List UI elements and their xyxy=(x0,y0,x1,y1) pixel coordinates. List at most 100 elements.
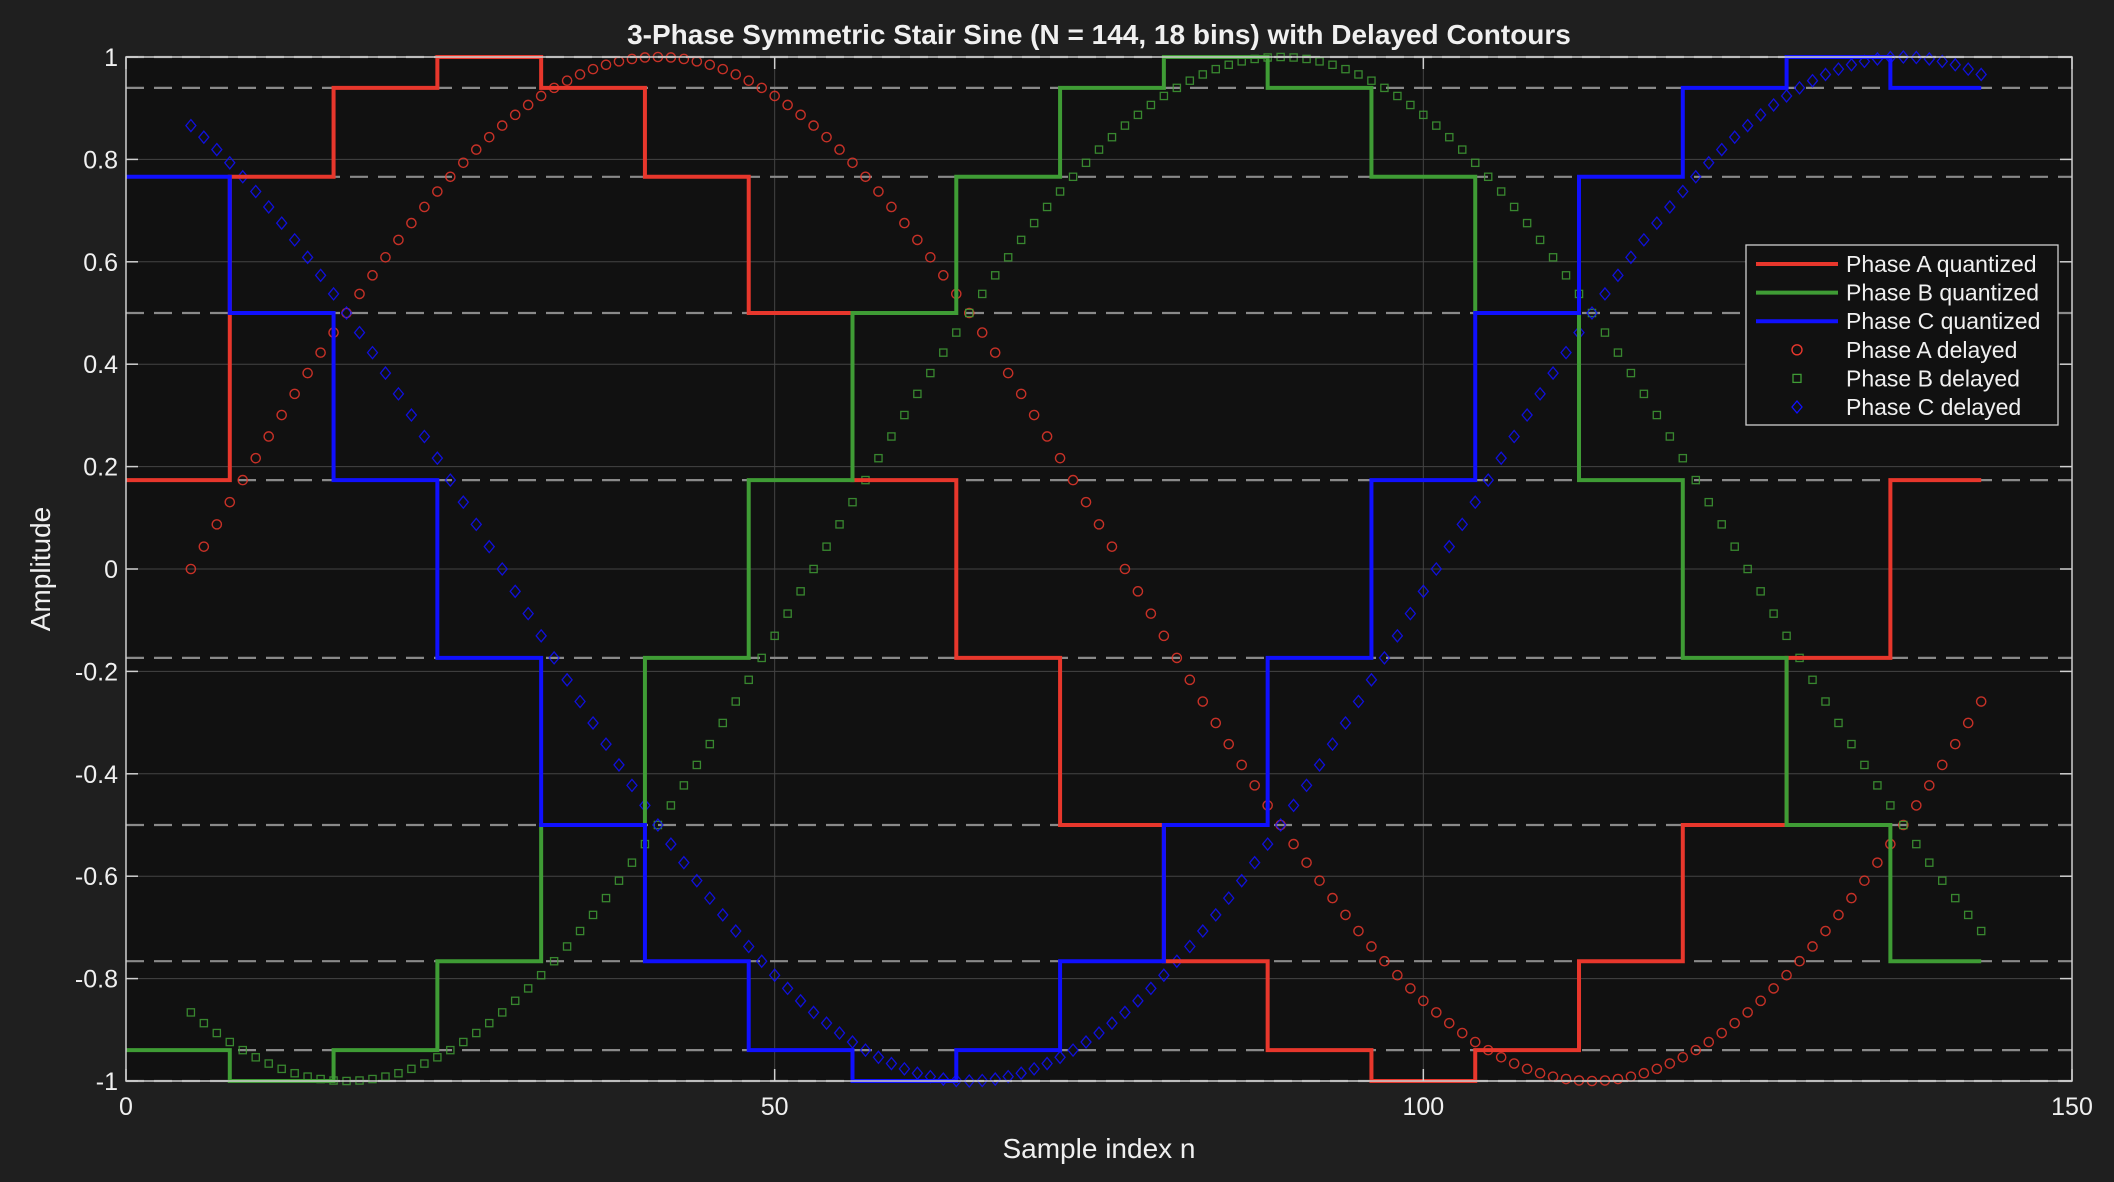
data-point xyxy=(704,59,716,71)
data-point xyxy=(1406,100,1415,110)
data-point xyxy=(250,452,262,464)
data-point xyxy=(1054,452,1066,464)
data-point xyxy=(913,389,922,399)
data-point xyxy=(302,367,313,379)
data-point xyxy=(1834,718,1843,728)
data-point xyxy=(1483,172,1493,182)
data-point xyxy=(1222,891,1235,906)
data-point xyxy=(1651,216,1663,231)
data-point xyxy=(1612,1073,1624,1085)
legend-box xyxy=(1745,244,2059,426)
y-tick-label: 0.2 xyxy=(83,454,118,482)
data-point xyxy=(561,672,573,687)
data-point xyxy=(1443,1017,1455,1029)
data-point xyxy=(497,1008,507,1017)
data-point xyxy=(783,609,792,618)
data-point xyxy=(459,1037,468,1047)
data-point xyxy=(690,873,703,888)
data-point xyxy=(835,520,844,529)
data-point xyxy=(794,993,807,1008)
data-point xyxy=(1445,132,1454,142)
data-point xyxy=(744,675,753,685)
data-point xyxy=(1081,158,1091,168)
data-point xyxy=(1224,60,1233,70)
data-point xyxy=(366,345,379,360)
x-tick-label: 0 xyxy=(119,1093,133,1121)
data-point xyxy=(925,252,936,263)
y-tick-label: -0.2 xyxy=(75,658,118,686)
data-point xyxy=(1120,121,1130,130)
data-point xyxy=(1899,820,1908,830)
data-point xyxy=(1912,839,1921,849)
data-point xyxy=(716,907,729,922)
data-point xyxy=(289,388,300,400)
data-point xyxy=(212,1028,222,1038)
data-point xyxy=(407,1064,416,1074)
data-point xyxy=(1535,235,1545,245)
data-point xyxy=(1391,628,1404,643)
data-point xyxy=(1845,57,1858,72)
data-point xyxy=(472,1028,481,1038)
data-point xyxy=(1975,696,1987,707)
data-point xyxy=(1704,497,1713,507)
data-point xyxy=(1496,187,1506,196)
data-point xyxy=(1936,54,1949,69)
data-point xyxy=(548,650,560,665)
data-point xyxy=(1911,800,1922,811)
data-point xyxy=(912,234,923,246)
data-point xyxy=(666,801,676,810)
data-point xyxy=(1158,968,1170,983)
data-point xyxy=(198,541,210,552)
data-point xyxy=(1846,892,1857,904)
data-point xyxy=(846,1035,859,1050)
data-point xyxy=(340,305,353,321)
data-point xyxy=(1677,1052,1689,1063)
data-point xyxy=(405,408,418,423)
data-point xyxy=(1041,431,1053,442)
data-point xyxy=(626,53,638,65)
data-point xyxy=(768,968,781,983)
data-point xyxy=(1028,1061,1040,1076)
data-point xyxy=(1042,202,1052,212)
data-point xyxy=(729,924,742,939)
legend-label: Phase C delayed xyxy=(1846,394,2021,420)
data-point xyxy=(1794,955,1805,967)
data-point xyxy=(236,169,249,184)
data-point xyxy=(963,307,975,319)
data-point xyxy=(418,429,431,444)
data-point xyxy=(353,325,366,340)
data-point xyxy=(587,715,599,730)
data-point xyxy=(989,1072,1002,1087)
data-point xyxy=(795,109,806,121)
series-phase-b-quantized xyxy=(126,55,1982,1083)
data-point xyxy=(1560,345,1572,360)
data-point xyxy=(379,366,392,381)
data-point xyxy=(431,451,444,466)
data-point xyxy=(1756,587,1765,596)
data-point xyxy=(1041,1056,1053,1071)
data-point xyxy=(1717,520,1726,529)
data-point xyxy=(1949,738,1961,750)
data-point xyxy=(1106,541,1118,552)
data-point xyxy=(432,186,443,197)
data-point xyxy=(185,563,197,575)
data-point xyxy=(223,155,236,170)
y-tick-label: -0.8 xyxy=(75,966,118,994)
data-point xyxy=(976,1073,989,1088)
data-point xyxy=(874,453,883,463)
x-axis-label: Sample index n xyxy=(1002,1133,1195,1164)
data-point xyxy=(1418,995,1429,1007)
data-point xyxy=(1093,519,1105,530)
data-point xyxy=(1028,409,1040,421)
data-point xyxy=(1183,939,1196,954)
data-point xyxy=(1780,88,1793,103)
data-point xyxy=(1093,1026,1105,1041)
data-point xyxy=(380,252,391,263)
data-point xyxy=(446,1045,455,1055)
data-point xyxy=(626,778,638,793)
data-point xyxy=(1015,388,1027,400)
data-point xyxy=(367,270,378,281)
data-point xyxy=(600,737,612,752)
data-point xyxy=(1897,49,1910,65)
data-point xyxy=(419,201,430,213)
